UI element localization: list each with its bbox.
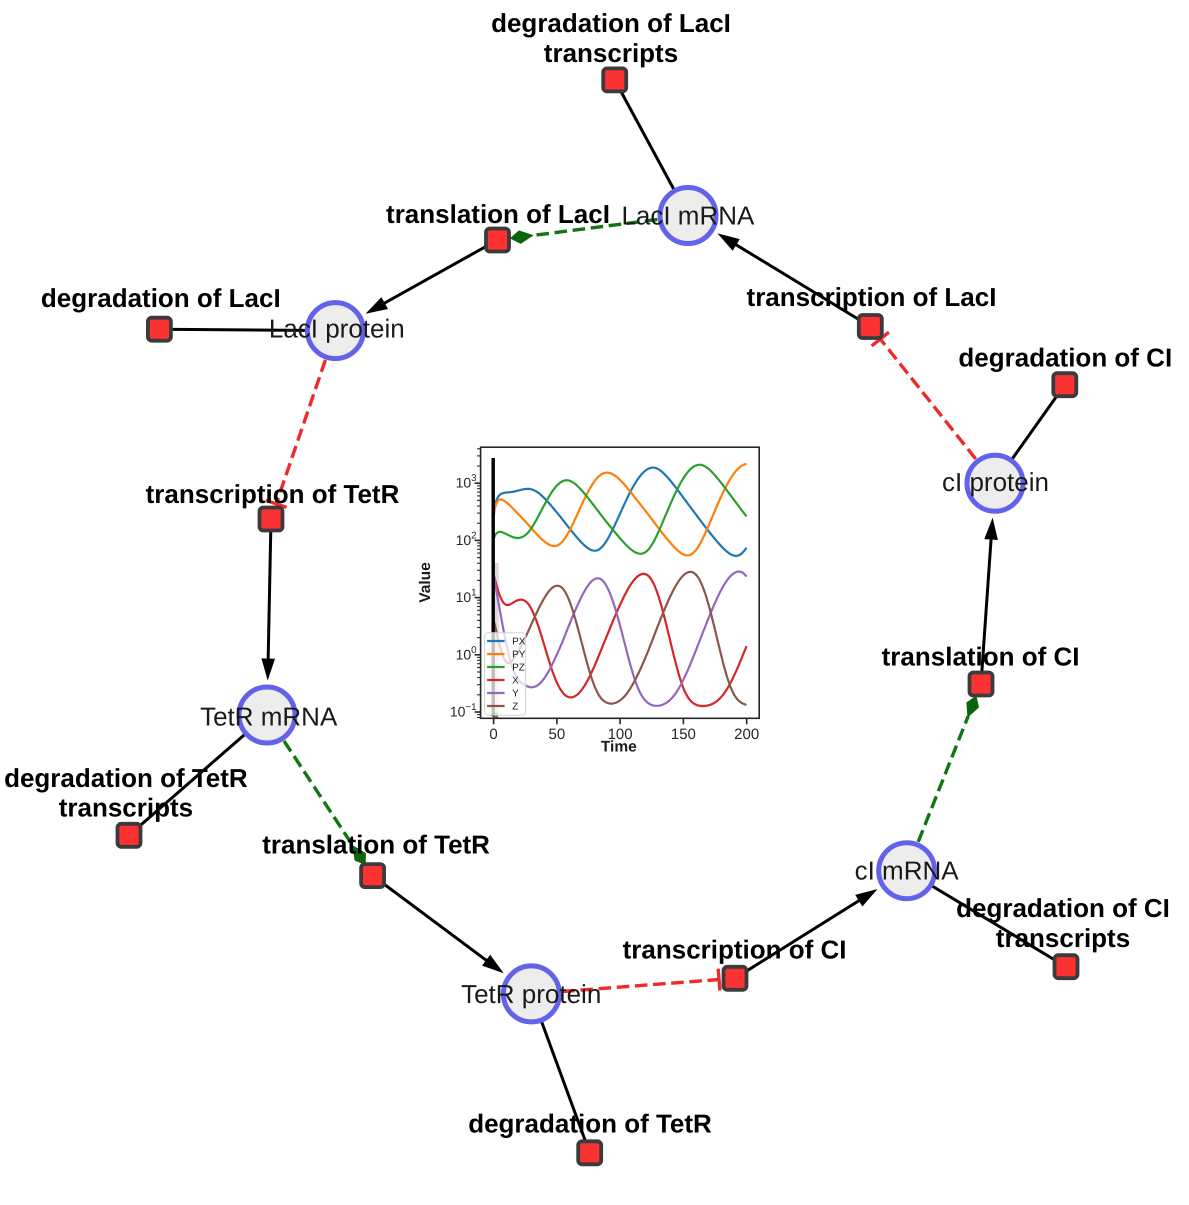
svg-text:translation of CI: translation of CI [882,642,1080,672]
svg-text:degradation of LacI: degradation of LacI [41,283,281,313]
svg-text:100: 100 [608,726,633,743]
svg-text:cI mRNA: cI mRNA [855,855,960,885]
svg-text:degradation of TetR: degradation of TetR [468,1109,712,1139]
svg-text:PY: PY [512,650,526,661]
svg-text:50: 50 [549,726,566,743]
svg-text:degradation of CI: degradation of CI [958,343,1172,373]
svg-text:Time: Time [601,739,637,756]
svg-text:transcription of LacI: transcription of LacI [747,282,997,312]
svg-text:translation of TetR: translation of TetR [262,830,490,860]
svg-text:degradation of CI: degradation of CI [956,893,1170,923]
svg-text:TetR protein: TetR protein [461,979,601,1009]
svg-text:200: 200 [734,726,759,743]
svg-text:transcription of TetR: transcription of TetR [146,479,400,509]
svg-text:cI protein: cI protein [942,467,1049,497]
svg-text:PZ: PZ [512,663,525,674]
svg-text:PX: PX [512,637,526,648]
svg-text:Value: Value [417,562,434,603]
svg-text:X: X [512,676,519,687]
svg-text:LacI mRNA: LacI mRNA [621,200,755,230]
svg-text:Z: Z [512,702,518,713]
svg-text:degradation of TetR: degradation of TetR [4,763,248,793]
svg-text:TetR mRNA: TetR mRNA [200,702,338,732]
svg-text:transcripts: transcripts [996,923,1130,953]
svg-text:transcripts: transcripts [544,38,678,68]
svg-text:translation of LacI: translation of LacI [386,199,610,229]
svg-text:0: 0 [489,726,497,743]
svg-text:transcripts: transcripts [59,793,193,823]
svg-text:transcription of CI: transcription of CI [623,935,847,965]
svg-text:150: 150 [671,726,696,743]
svg-text:degradation of LacI: degradation of LacI [491,8,731,38]
svg-text:Y: Y [512,689,519,700]
svg-text:LacI protein: LacI protein [269,313,405,343]
